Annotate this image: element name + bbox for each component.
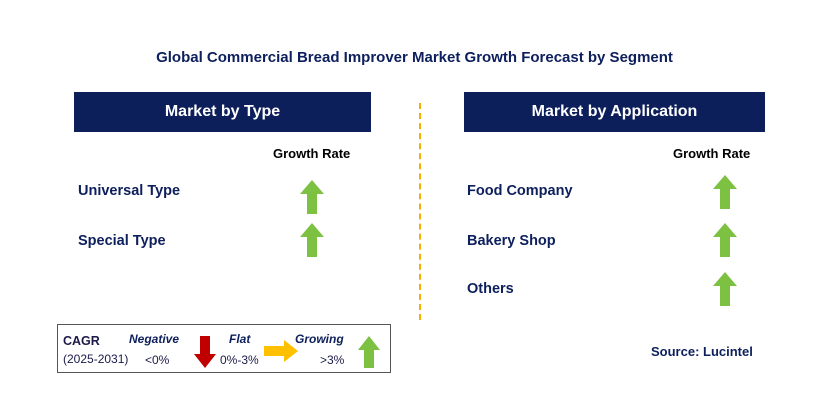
legend-flat-range: 0%-3% [220, 353, 259, 367]
row-label-bakery-shop: Bakery Shop [467, 233, 556, 249]
legend-flat-label: Flat [229, 332, 251, 346]
left-growth-rate-header: Growth Rate [273, 146, 351, 161]
growing-arrow-icon [713, 223, 737, 257]
growing-arrow-icon [713, 272, 737, 306]
growing-arrow-icon [300, 180, 324, 214]
row-label-universal-type: Universal Type [78, 183, 181, 199]
row-label-food-company: Food Company [467, 183, 573, 199]
legend-growing-label: Growing [295, 332, 344, 346]
growing-arrow-icon [358, 336, 380, 368]
legend-negative-label: Negative [129, 332, 180, 346]
legend-growing-range: >3% [320, 353, 345, 367]
row-label-others: Others [467, 281, 514, 297]
legend-period: (2025-2031) [63, 352, 129, 366]
market-by-application-header: Market by Application [464, 92, 765, 132]
chart-title: Global Commercial Bread Improver Market … [156, 49, 673, 66]
flat-arrow-icon [264, 340, 298, 362]
legend-cagr-label: CAGR [63, 334, 100, 348]
right-growth-rate-header: Growth Rate [673, 146, 751, 161]
legend-negative-range: <0% [145, 353, 170, 367]
growing-arrow-icon [300, 223, 324, 257]
row-label-special-type: Special Type [78, 233, 166, 249]
cagr-legend: CAGR (2025-2031) Negative <0% Flat 0%-3%… [57, 324, 391, 373]
growing-arrow-icon [713, 175, 737, 209]
market-by-type-header: Market by Type [74, 92, 371, 132]
negative-arrow-icon [194, 336, 216, 368]
source-note: Source: Lucintel [651, 344, 753, 359]
panel-divider [419, 103, 421, 320]
